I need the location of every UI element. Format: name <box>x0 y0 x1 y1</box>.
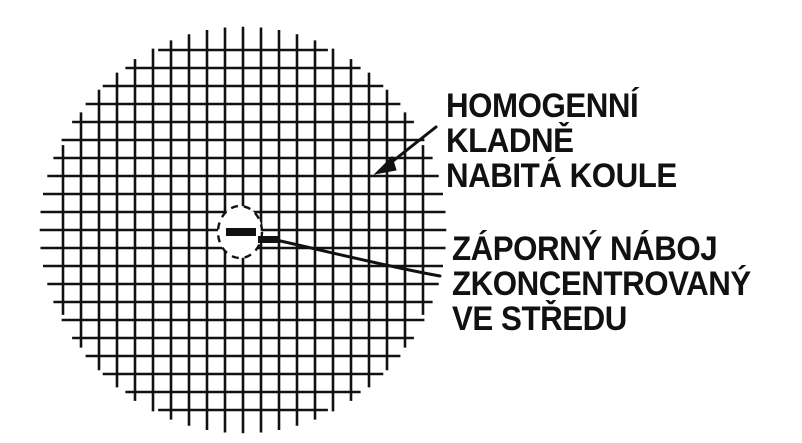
charge-bar <box>226 228 256 236</box>
charge-label-line-1: ZÁPORNÝ NÁBOJ <box>452 230 718 268</box>
sphere-label: HOMOGENNÍ KLADNĚ NABITÁ KOULE <box>446 89 697 194</box>
charge-label-line-3: VE STŘEDU <box>452 300 627 338</box>
charge-leader-line <box>274 238 442 278</box>
sphere-label-line-1: HOMOGENNÍ <box>446 87 639 125</box>
negative-central-charge <box>216 204 280 260</box>
sphere-arrowhead <box>373 156 397 175</box>
charge-bar-right <box>258 236 280 243</box>
sphere-label-line-2: KLADNĚ <box>446 122 574 160</box>
charge-label: ZÁPORNÝ NÁBOJ ZKONCENTROVANÝ VE STŘEDU <box>452 232 777 337</box>
charge-label-line-2: ZKONCENTROVANÝ <box>452 265 751 303</box>
label-leader-lines <box>274 125 442 278</box>
sphere-label-line-3: NABITÁ KOULE <box>446 157 677 195</box>
positively-charged-sphere-grid <box>39 26 447 434</box>
sphere-leader-line <box>386 125 438 167</box>
